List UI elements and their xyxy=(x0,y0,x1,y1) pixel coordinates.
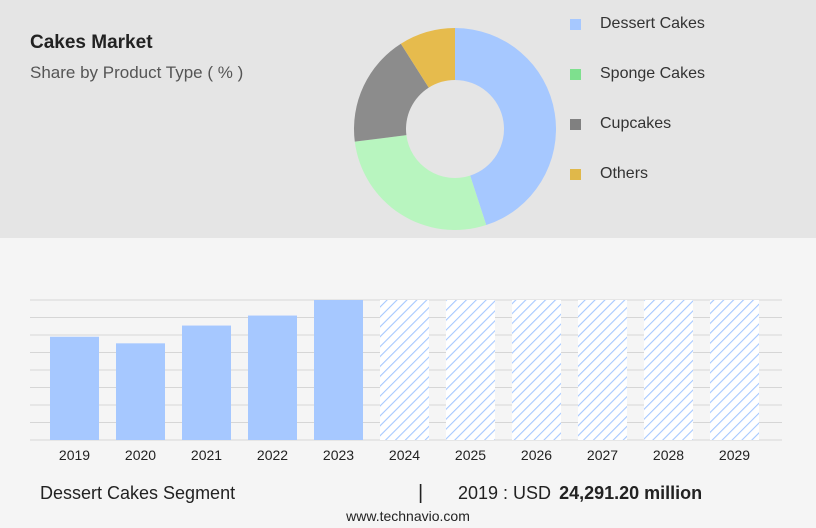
forecast-bar-2026 xyxy=(512,300,561,440)
segment-value: 2019 : USD 24,291.20 million xyxy=(458,478,702,508)
bar-2019 xyxy=(50,336,99,440)
forecast-bar-2027 xyxy=(578,300,627,440)
legend-item-dessert-cakes: Dessert Cakes xyxy=(570,10,800,38)
chart-title: Cakes Market xyxy=(30,32,153,53)
forecast-bar-2024 xyxy=(380,300,429,440)
forecast-bar-2025 xyxy=(446,300,495,440)
bar-chart: 2019 2020 2021 2022 2023 2024 2025 2026 2027 2028… xyxy=(30,299,782,463)
forecast-bar-2029 xyxy=(710,300,759,440)
forecast-bar-2028 xyxy=(644,300,693,440)
value-amount: 24,291.20 million xyxy=(559,482,703,503)
donut-slice-others xyxy=(400,28,455,88)
top-panel: Cakes Market Share by Product Type ( % )… xyxy=(0,0,816,238)
x-tick-label: 2025 xyxy=(455,447,486,463)
segment-name: Dessert Cakes Segment xyxy=(40,482,236,503)
x-tick-label: 2020 xyxy=(125,447,156,463)
bar-2021 xyxy=(182,325,231,440)
x-tick-label: 2023 xyxy=(323,447,354,463)
chart-subtitle: Share by Product Type ( % ) xyxy=(30,63,244,82)
x-tick-label: 2021 xyxy=(191,447,222,463)
bar-2020 xyxy=(116,343,165,440)
bar-2022 xyxy=(248,315,297,440)
bar-2023 xyxy=(314,300,363,440)
legend-swatch-dessert-cakes xyxy=(570,18,581,30)
legend-label: Sponge Cakes xyxy=(600,65,705,82)
value-year-prefix: 2019 : USD xyxy=(458,482,552,503)
x-tick-label: 2024 xyxy=(389,447,420,463)
x-tick-label: 2029 xyxy=(719,447,750,463)
legend-item-sponge-cakes: Sponge Cakes xyxy=(570,60,800,88)
legend-item-others: Others xyxy=(570,160,800,188)
legend-item-cupcakes: Cupcakes xyxy=(570,110,800,138)
divider: | xyxy=(418,481,424,504)
x-tick-label: 2027 xyxy=(587,447,618,463)
donut-chart xyxy=(354,28,556,230)
donut-slice-sponge-cakes xyxy=(354,135,487,230)
x-tick-label: 2028 xyxy=(653,447,684,463)
legend-label: Cupcakes xyxy=(600,115,672,132)
donut-slice-dessert-cakes xyxy=(455,28,556,226)
legend-label: Dessert Cakes xyxy=(600,15,705,32)
legend-label: Others xyxy=(600,165,649,182)
legend-swatch-others xyxy=(570,168,581,180)
x-tick-label: 2022 xyxy=(257,447,288,463)
legend-swatch-sponge-cakes xyxy=(570,68,581,80)
source-footer: www.technavio.com xyxy=(346,508,470,524)
donut-slice-cupcakes xyxy=(354,43,429,142)
x-tick-label: 2026 xyxy=(521,447,552,463)
legend-swatch-cupcakes xyxy=(570,118,581,130)
x-tick-label: 2019 xyxy=(59,447,90,463)
